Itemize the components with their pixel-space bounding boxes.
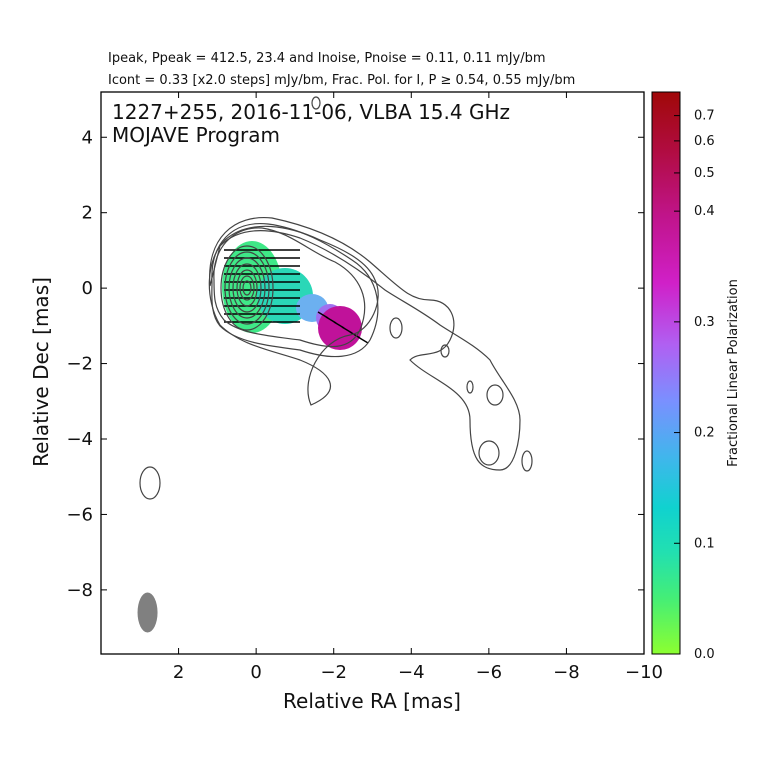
contour-line (440, 344, 450, 358)
contour-line (139, 466, 161, 500)
colorbar (651, 91, 681, 655)
contour-line (224, 251, 270, 325)
colorbar-tick-label: 0.3 (694, 315, 715, 330)
x-axis-ticks: 2 0 −2 −4 −6 −8 −10 (173, 92, 663, 683)
x-axis-label: Relative RA [mas] (283, 689, 461, 713)
contour-line (242, 280, 252, 296)
x-tick-label: 0 (250, 662, 261, 683)
y-axis-ticks: 4 2 0 −2 −4 −6 −8 (66, 127, 644, 601)
colorbar-tick-label: 0.0 (694, 647, 715, 662)
chart-subtitle: MOJAVE Program (112, 123, 280, 147)
colorbar-tick-label: 0.7 (694, 109, 715, 124)
contour-line (208, 225, 379, 406)
colorbar-tick-label: 0.6 (694, 134, 715, 149)
beam-ellipse (137, 592, 158, 633)
contour-line (209, 216, 521, 471)
contour-line (232, 263, 262, 313)
y-tick-label: 0 (82, 278, 93, 299)
evpa-vector (357, 336, 369, 344)
x-tick-label: −2 (320, 662, 347, 683)
x-tick-label: 2 (173, 662, 184, 683)
y-tick-label: 4 (82, 127, 93, 148)
contour-line (236, 269, 258, 307)
y-tick-label: −8 (66, 580, 93, 601)
intensity-contours (139, 96, 533, 500)
x-tick-label: −10 (625, 662, 663, 683)
plot-frame (100, 91, 645, 655)
colorbar-tick-label: 0.2 (694, 426, 715, 441)
contour-line (228, 257, 266, 319)
colorbar-label: Fractional Linear Polarization (726, 279, 741, 467)
polarization-patch (318, 306, 362, 350)
colorbar-ticks: 0.0 0.1 0.2 0.3 0.4 0.5 0.6 0.7 (674, 109, 715, 662)
colorbar-tick-label: 0.4 (694, 204, 715, 219)
plot-area (137, 96, 533, 633)
y-axis-label: Relative Dec [mas] (29, 277, 53, 467)
x-tick-label: −4 (398, 662, 425, 683)
x-tick-label: −6 (476, 662, 503, 683)
y-tick-label: 2 (82, 203, 93, 224)
contour-line (389, 317, 403, 339)
colorbar-tick-label: 0.5 (694, 166, 715, 181)
contour-line (311, 96, 321, 110)
contour-line (486, 384, 504, 406)
contour-line (478, 440, 500, 466)
y-tick-label: −6 (66, 504, 93, 525)
contour-line (466, 380, 474, 394)
x-tick-label: −8 (553, 662, 580, 683)
y-tick-label: −4 (66, 429, 93, 450)
header-line-1: Ipeak, Ppeak = 412.5, 23.4 and Inoise, P… (108, 51, 546, 66)
contour-line (213, 227, 366, 348)
y-tick-label: −2 (66, 354, 93, 375)
chart-title: 1227+255, 2016-11-06, VLBA 15.4 GHz (112, 100, 510, 124)
contour-line (521, 450, 533, 472)
contour-line (239, 275, 255, 301)
contour-line (220, 245, 274, 331)
header-line-2: Icont = 0.33 [x2.0 steps] mJy/bm, Frac. … (108, 73, 575, 88)
colorbar-tick-label: 0.1 (694, 536, 715, 551)
